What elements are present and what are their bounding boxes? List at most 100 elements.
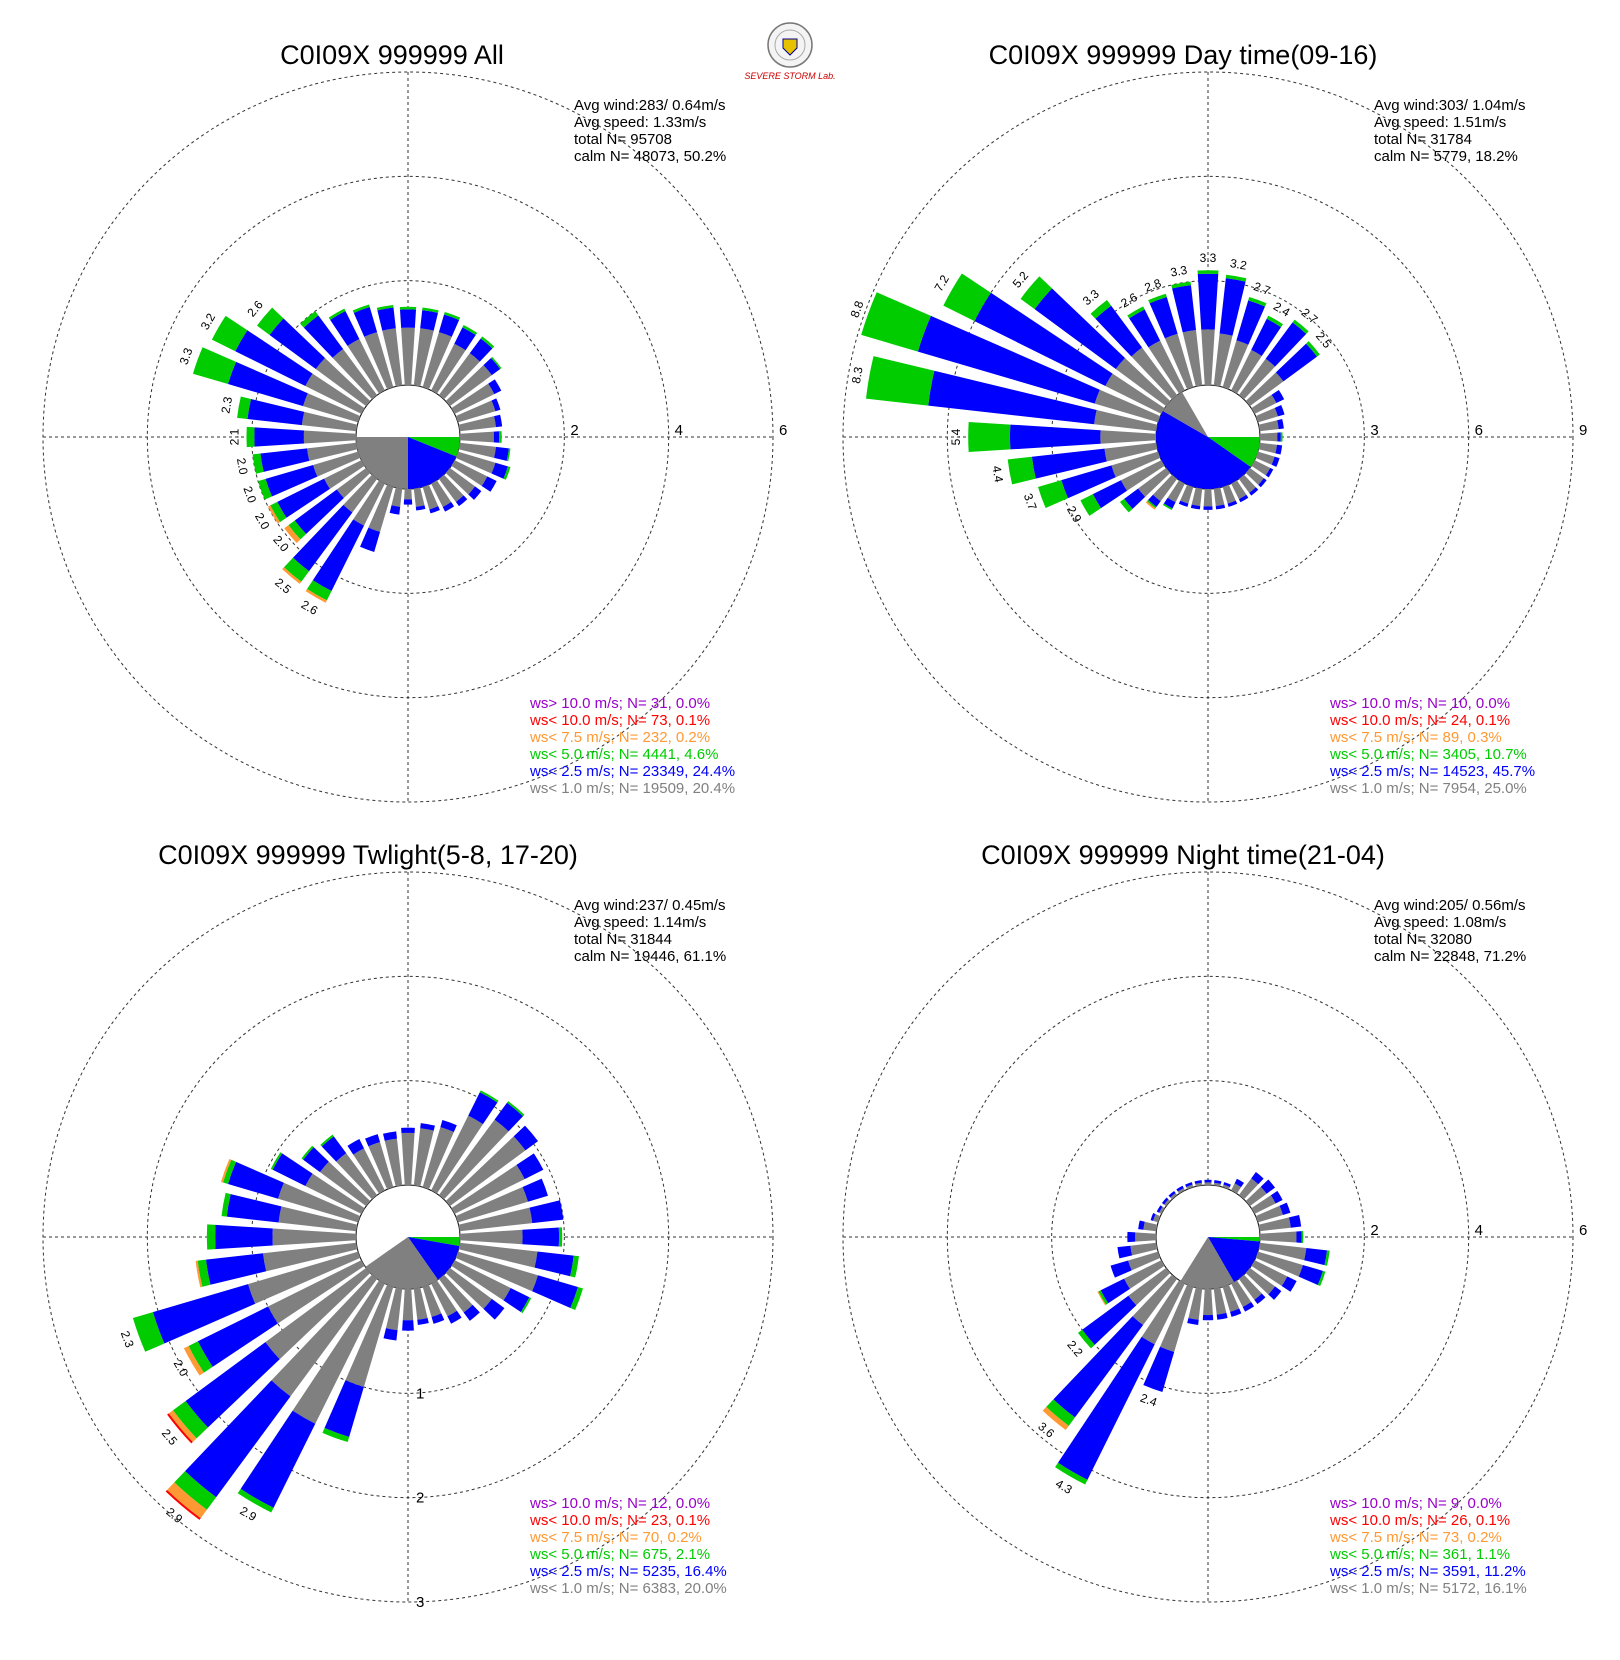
petal-segment bbox=[438, 314, 460, 337]
petal-segment bbox=[197, 1306, 278, 1367]
petal-segment bbox=[1238, 1274, 1262, 1300]
petal-segment bbox=[866, 356, 935, 406]
legend-entry: ws< 2.5 m/s; N= 5235, 16.4% bbox=[529, 1563, 727, 1580]
petal-segment bbox=[1238, 358, 1276, 400]
petal-segment bbox=[389, 505, 401, 515]
petal-segment bbox=[928, 370, 1097, 425]
petal-segment bbox=[506, 1101, 525, 1117]
petal-segment bbox=[1138, 1220, 1145, 1230]
petal-segment bbox=[447, 1310, 462, 1324]
petal-segment bbox=[1298, 1264, 1323, 1285]
petal-segment bbox=[167, 1413, 193, 1444]
petal-segment bbox=[438, 1274, 473, 1313]
petal-segment bbox=[1306, 341, 1320, 357]
petal-segment bbox=[417, 1317, 429, 1325]
petal-segment bbox=[1128, 1267, 1171, 1306]
petal-segment bbox=[185, 1342, 280, 1428]
petal-segment bbox=[1222, 340, 1249, 390]
petal-total-label: 3.2 bbox=[1229, 256, 1248, 273]
legend-entry: ws< 7.5 m/s; N= 70, 0.2% bbox=[529, 1529, 702, 1546]
petal-segment bbox=[1163, 497, 1176, 509]
petal-segment bbox=[215, 1224, 273, 1250]
petal-segment bbox=[431, 480, 452, 507]
petal-segment bbox=[1251, 460, 1271, 476]
petal-segment bbox=[422, 1127, 454, 1190]
petal-segment bbox=[440, 1120, 457, 1132]
petal-segment bbox=[503, 1287, 530, 1312]
legend-entry: ws< 10.0 m/s; N= 26, 0.1% bbox=[1329, 1512, 1510, 1529]
petal-segment bbox=[1275, 343, 1318, 382]
petal-segment bbox=[1171, 281, 1191, 289]
petal-total-label: 8.3 bbox=[849, 365, 866, 384]
petal-segment bbox=[1251, 318, 1282, 357]
petal-segment bbox=[1277, 419, 1284, 430]
petal-total-label: 3.3 bbox=[1169, 263, 1188, 280]
legend-entry: ws< 10.0 m/s; N= 24, 0.1% bbox=[1329, 712, 1510, 729]
petal-segment bbox=[399, 306, 417, 310]
petal-segment bbox=[1271, 456, 1280, 467]
petal-segment bbox=[1020, 276, 1052, 310]
petal-segment bbox=[1238, 494, 1249, 503]
petal-segment bbox=[1270, 1190, 1283, 1204]
petal-segment bbox=[413, 328, 434, 387]
stats-line: calm N= 19446, 61.1% bbox=[574, 948, 726, 965]
petal-segment bbox=[1203, 488, 1213, 507]
stats-line: calm N= 5779, 18.2% bbox=[1374, 148, 1518, 165]
legend-entry: ws< 5.0 m/s; N= 361, 1.1% bbox=[1329, 1546, 1510, 1563]
petal-total-label: 2.4 bbox=[1138, 1391, 1159, 1410]
petal-segment bbox=[168, 1410, 197, 1442]
petal-segment bbox=[383, 1131, 397, 1141]
ring-tick-label: 4 bbox=[675, 422, 683, 439]
petal-total-label: 5.4 bbox=[949, 428, 963, 445]
petal-segment bbox=[315, 357, 371, 407]
wind-rose-panel: C0I09X 999999 Day time(09-16)3 6 93.3 3.22.… bbox=[842, 40, 1587, 803]
petal-segment bbox=[1277, 432, 1281, 442]
petal-segment bbox=[1105, 373, 1165, 414]
petal-segment bbox=[861, 292, 931, 352]
petal-segment bbox=[1168, 1190, 1176, 1198]
stats-line: Avg speed: 1.33m/s bbox=[574, 114, 706, 131]
petal-segment bbox=[1038, 480, 1068, 508]
petal-segment bbox=[455, 495, 468, 507]
calm-sector bbox=[365, 1237, 438, 1289]
petal-segment bbox=[1178, 500, 1189, 507]
petal-segment bbox=[516, 1153, 544, 1180]
petal-segment bbox=[305, 373, 365, 414]
legend-entry: ws< 10.0 m/s; N= 23, 0.1% bbox=[529, 1512, 710, 1529]
panel-title: C0I09X 999999 Day time(09-16) bbox=[989, 40, 1378, 70]
petal-segment bbox=[1007, 456, 1036, 485]
petal-segment bbox=[570, 1287, 583, 1311]
petal-segment bbox=[313, 451, 361, 477]
ring-tick-label: 6 bbox=[779, 422, 787, 439]
petal-segment bbox=[284, 525, 301, 544]
calm-sector bbox=[356, 437, 408, 489]
petal-segment bbox=[220, 1158, 232, 1183]
petal-segment bbox=[1115, 357, 1171, 407]
petal-segment bbox=[459, 1229, 523, 1245]
petal-segment bbox=[490, 356, 502, 369]
petal-segment bbox=[269, 318, 326, 369]
petal-total-label: 2.3 bbox=[218, 395, 235, 414]
petal-segment bbox=[455, 400, 496, 423]
petal-segment bbox=[1238, 1178, 1259, 1200]
petal-segment bbox=[399, 309, 417, 328]
petal-segment bbox=[228, 1161, 284, 1199]
petal-segment bbox=[1317, 1270, 1326, 1287]
ring-tick-label: 3 bbox=[416, 1594, 424, 1611]
petal-segment bbox=[305, 1173, 365, 1214]
petal-segment bbox=[402, 1288, 414, 1321]
petal-segment bbox=[347, 339, 385, 394]
petal-segment bbox=[438, 353, 480, 400]
petal-segment bbox=[254, 427, 305, 447]
petal-segment bbox=[451, 1260, 511, 1301]
petal-total-label: 2.3 bbox=[118, 1329, 137, 1350]
petal-segment bbox=[1215, 504, 1226, 510]
petal-segment bbox=[1213, 1287, 1227, 1315]
legend-entry: ws< 1.0 m/s; N= 7954, 25.0% bbox=[1329, 780, 1527, 797]
petal-segment bbox=[1202, 1314, 1214, 1321]
petal-segment bbox=[376, 304, 394, 311]
petal-segment bbox=[463, 1304, 480, 1321]
petal-segment bbox=[1248, 297, 1267, 307]
petal-segment bbox=[420, 1123, 435, 1131]
petal-segment bbox=[1187, 1317, 1199, 1325]
